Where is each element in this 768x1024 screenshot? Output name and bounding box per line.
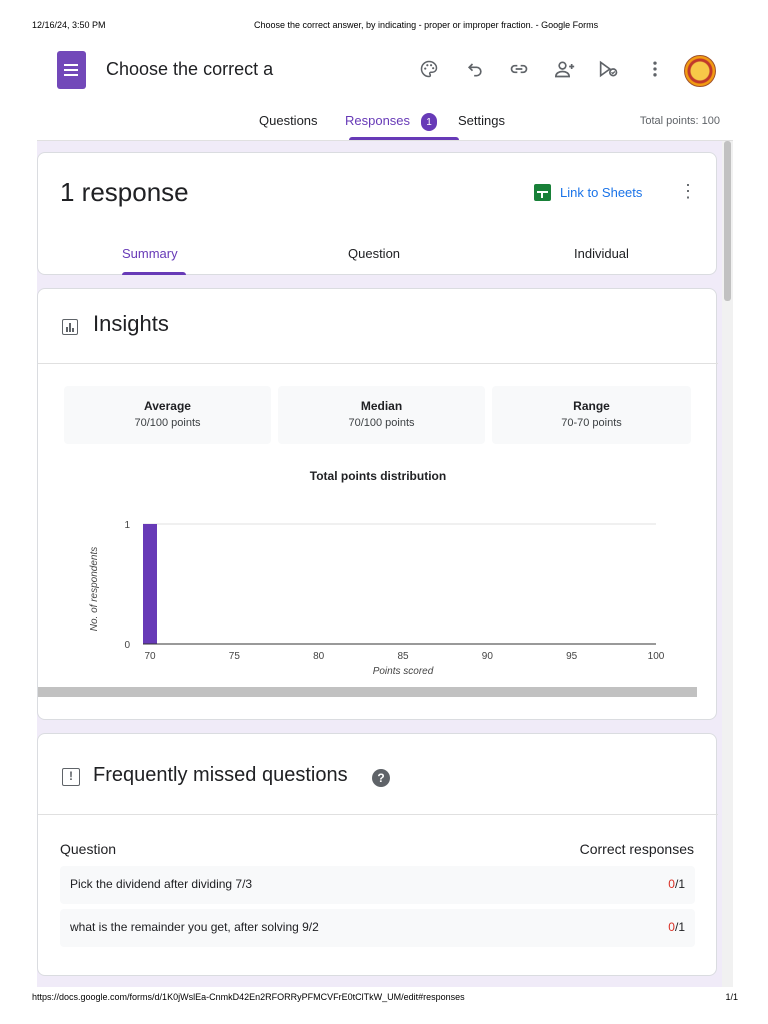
print-page-title: Choose the correct answer, by indicating…: [254, 20, 599, 30]
x-tick-label: 100: [648, 651, 665, 662]
x-tick-label: 80: [313, 651, 325, 662]
palette-icon[interactable]: [417, 57, 441, 81]
insights-card: Insights Average 70/100 points Median 70…: [37, 288, 718, 720]
total-count: /1: [674, 920, 685, 934]
correct-count: 0: [668, 920, 675, 934]
subtab-individual[interactable]: Individual: [574, 246, 629, 261]
alert-clipboard-icon: !: [62, 768, 80, 786]
page-vertical-scrollbar[interactable]: [722, 141, 733, 987]
x-tick-label: 95: [566, 651, 578, 662]
x-tick-label: 90: [482, 651, 494, 662]
response-count-heading: 1 response: [60, 177, 189, 207]
tab-responses[interactable]: Responses: [345, 113, 411, 128]
top-app-bar: Choose the correct answer, by indicating…: [37, 37, 733, 101]
more-vert-icon[interactable]: [643, 57, 667, 81]
print-datetime: 12/16/24, 3:50 PM: [32, 20, 106, 30]
responses-summary-card: 1 response Link to Sheets ⋮ Summary Ques…: [37, 152, 717, 275]
correct-responses-value: 0/1: [668, 877, 685, 891]
stat-range: Range 70-70 points: [492, 386, 691, 444]
stat-label: Range: [573, 399, 610, 413]
link-icon[interactable]: [507, 57, 531, 81]
google-sheets-icon[interactable]: [534, 184, 551, 201]
correct-count: 0: [668, 877, 675, 891]
x-tick-label: 85: [397, 651, 409, 662]
stat-average: Average 70/100 points: [64, 386, 271, 444]
scrollbar-thumb[interactable]: [724, 141, 731, 301]
question-text: Pick the dividend after dividing 7/3: [70, 877, 253, 891]
points-distribution-chart: 0 1 70 75 80 85 90 95 100 Points scored No. of res…: [89, 520, 665, 677]
divider: [38, 363, 718, 364]
print-header: 12/16/24, 3:50 PM Choose the correct ans…: [0, 0, 768, 40]
bar: [143, 524, 157, 644]
correct-responses-value: 0/1: [668, 920, 685, 934]
avatar[interactable]: [684, 55, 716, 87]
tab-settings[interactable]: Settings: [458, 113, 505, 128]
frequently-missed-card: ! Frequently missed questions ? Question…: [37, 733, 718, 976]
stat-label: Median: [360, 399, 403, 413]
undo-icon[interactable]: [463, 57, 487, 81]
x-tick-label: 75: [229, 651, 241, 662]
y-axis-label: No. of respondents: [89, 547, 100, 632]
column-header-correct: Correct responses: [579, 841, 694, 857]
active-tab-indicator: [349, 137, 459, 140]
google-forms-logo-icon[interactable]: [57, 51, 86, 89]
x-tick-label: 70: [144, 651, 156, 662]
responses-count-badge: 1: [421, 113, 437, 131]
insights-title: Insights: [93, 311, 169, 336]
x-axis-label: Points scored: [373, 666, 434, 677]
stat-label: Average: [144, 399, 191, 413]
stat-value: 70/100 points: [134, 417, 201, 429]
stat-value: 70/100 points: [348, 417, 415, 429]
responses-more-icon[interactable]: ⋮: [679, 181, 697, 201]
print-page-number: 1/1: [725, 992, 738, 1002]
missed-question-row: what is the remainder you get, after sol…: [60, 909, 695, 947]
subtab-question[interactable]: Question: [348, 246, 401, 261]
add-collaborator-icon[interactable]: [553, 57, 577, 81]
forms-app: Choose the correct answer, by indicating…: [37, 37, 733, 987]
divider: [38, 814, 718, 815]
responses-content: 1 response Link to Sheets ⋮ Summary Ques…: [37, 141, 733, 987]
column-header-question: Question: [60, 841, 117, 857]
insights-chart-icon: [62, 319, 78, 335]
missed-question-row: Pick the dividend after dividing 7/3 0/1: [60, 866, 695, 904]
missed-questions-title: Frequently missed questions: [93, 764, 348, 786]
chart-horizontal-scrollbar[interactable]: [38, 687, 697, 697]
print-url: https://docs.google.com/forms/d/1K0jWslE…: [32, 992, 465, 1002]
tab-questions[interactable]: Questions: [259, 113, 318, 128]
subtab-summary[interactable]: Summary: [122, 246, 178, 261]
y-tick-label: 0: [124, 640, 130, 651]
y-tick-label: 1: [124, 520, 130, 531]
total-points-label: Total points: 100: [639, 115, 720, 127]
stat-median: Median 70/100 points: [278, 386, 485, 444]
chart-title: Total points distribution: [309, 469, 447, 483]
stat-value: 70-70 points: [561, 417, 622, 429]
total-count: /1: [674, 877, 685, 891]
link-to-sheets-button[interactable]: Link to Sheets: [560, 185, 643, 200]
help-icon[interactable]: ?: [372, 769, 390, 787]
question-text: what is the remainder you get, after sol…: [70, 920, 319, 934]
active-subtab-indicator: [122, 272, 186, 275]
form-tabs: Questions Responses 1 Settings Total poi…: [37, 101, 733, 141]
form-title-input[interactable]: Choose the correct answer, by indicating…: [106, 59, 274, 79]
preview-icon[interactable]: [597, 57, 621, 81]
